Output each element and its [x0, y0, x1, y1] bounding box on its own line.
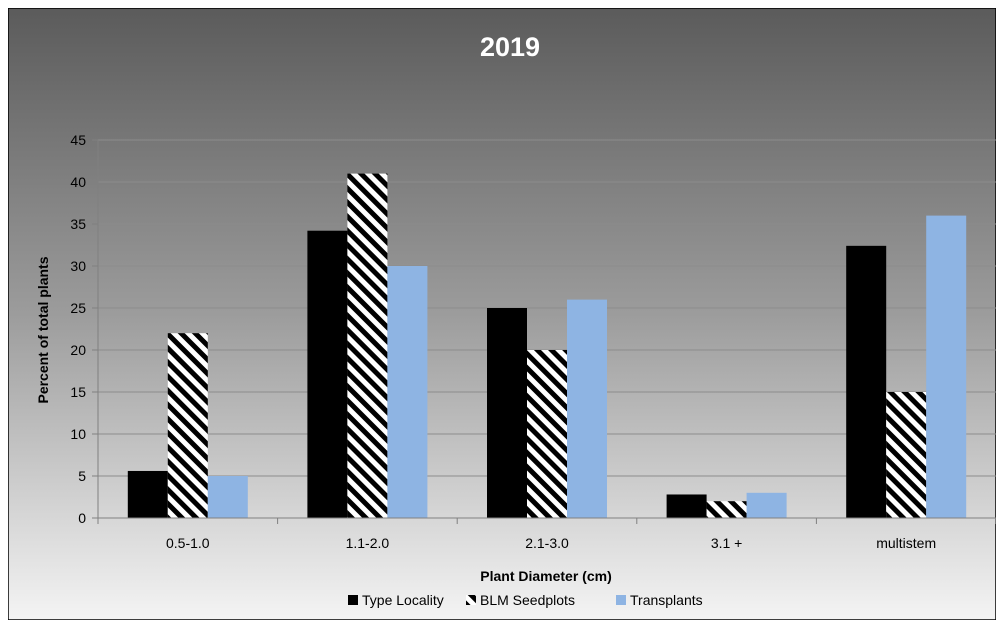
y-tick-label: 0 — [78, 510, 86, 526]
bar-type-locality — [307, 230, 348, 518]
bar-transplants — [926, 215, 967, 518]
bar-blm-seedplots — [167, 333, 208, 518]
bar-transplants — [387, 266, 428, 518]
y-tick-label: 30 — [70, 258, 86, 274]
y-tick-label: 5 — [78, 468, 86, 484]
bar-type-locality — [666, 494, 707, 518]
legend: Type Locality BLM Seedplots Transplants — [348, 592, 703, 608]
legend-label: Transplants — [630, 592, 703, 608]
legend-swatch — [616, 595, 626, 605]
x-axis-tick-labels: 0.5-1.0 1.1-2.0 2.1-3.0 3.1 + multistem — [97, 518, 996, 551]
y-axis-tick-labels: 0 5 10 15 20 25 30 35 40 45 — [70, 132, 86, 526]
bar-transplants — [746, 492, 787, 518]
bar-blm-seedplots — [886, 392, 927, 518]
bar-transplants — [567, 299, 607, 518]
y-axis-label: Percent of total plants — [35, 256, 51, 403]
x-tick-label: 2.1-3.0 — [525, 535, 569, 551]
y-tick-label: 35 — [70, 216, 86, 232]
legend-label: Type Locality — [362, 592, 444, 608]
bar-type-locality — [846, 245, 887, 518]
chart-title: 2019 — [480, 32, 540, 62]
y-tick-label: 10 — [70, 426, 86, 442]
y-tick-label: 20 — [70, 342, 86, 358]
x-tick-label: multistem — [876, 535, 936, 551]
y-tick-label: 40 — [70, 174, 86, 190]
bars — [127, 173, 967, 518]
legend-swatch — [348, 595, 358, 605]
legend-swatch — [466, 595, 476, 605]
bar-blm-seedplots — [527, 350, 567, 518]
x-tick-label: 3.1 + — [711, 535, 743, 551]
bar-blm-seedplots — [706, 501, 747, 518]
bar-blm-seedplots — [347, 173, 388, 518]
bar-type-locality — [487, 308, 527, 518]
x-axis-label: Plant Diameter (cm) — [480, 568, 611, 584]
y-tick-label: 25 — [70, 300, 86, 316]
legend-label: BLM Seedplots — [480, 592, 575, 608]
bar-type-locality — [127, 470, 168, 518]
chart: 2019 0 5 10 15 20 25 30 35 40 45 0.5-1.0 1.1-2.0 2.… — [8, 8, 996, 620]
x-tick-label: 1.1-2.0 — [346, 535, 390, 551]
y-tick-label: 15 — [70, 384, 86, 400]
bar-transplants — [207, 476, 248, 518]
y-tick-label: 45 — [70, 132, 86, 148]
x-tick-label: 0.5-1.0 — [166, 535, 210, 551]
